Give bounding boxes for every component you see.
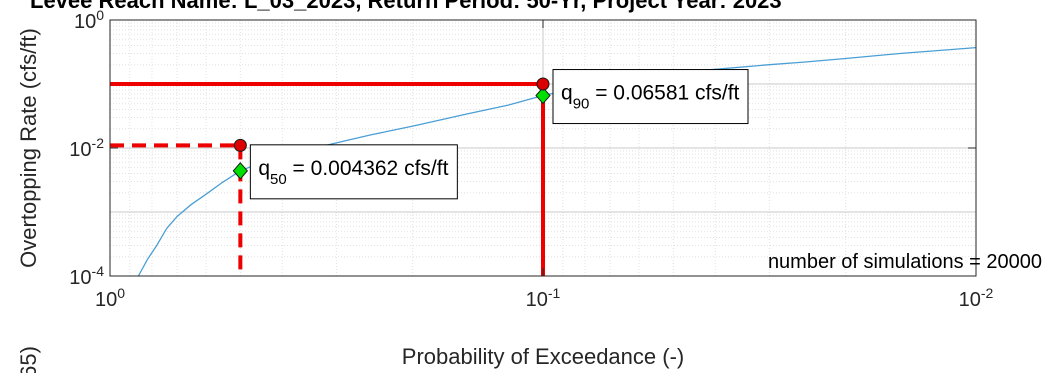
q90-design-marker: [536, 77, 550, 91]
q90-observed-marker: [535, 86, 551, 105]
q50-annotation-text: q50 = 0.004362 cfs/ft: [258, 157, 448, 188]
x-tick-label: 10-2: [959, 285, 994, 311]
q90-annotation-box: [552, 69, 749, 125]
stray-rotated-label: 65): [16, 346, 41, 373]
series-group: [137, 46, 976, 276]
q50-annotation: q50 = 0.004362 cfs/ft: [249, 144, 458, 200]
series-line-0: [137, 46, 976, 276]
y-axis-label: Overtopping Rate (cfs/ft): [16, 28, 41, 268]
q50-observed-marker: [232, 162, 249, 180]
y-tick-label: 100: [74, 7, 104, 33]
x-tick-label: 100: [95, 285, 125, 311]
reference-lines: [110, 82, 545, 276]
q50-annotation-box: [249, 144, 458, 200]
q90-annotation-text: q90 = 0.06581 cfs/ft: [561, 82, 740, 113]
x-axis-label: Probability of Exceedance (-): [402, 344, 684, 369]
y-tick-label: 10-4: [69, 263, 104, 289]
q90-annotation: q90 = 0.06581 cfs/ft: [552, 69, 749, 125]
annotations: q50 = 0.004362 cfs/ft q90 = 0.06581 cfs/f…: [249, 69, 749, 200]
ticks: 100 10-1 10-2 10-4 10-2 100: [69, 7, 993, 311]
simulation-count-note: number of simulations = 20000: [768, 251, 1042, 273]
y-tick-label: 10-2: [69, 135, 104, 161]
markers-group: [232, 77, 551, 180]
q50-design-marker: [233, 138, 247, 152]
x-tick-label: 10-1: [526, 285, 561, 311]
chart-title: Levee Reach Name: L_03_2023, Return Peri…: [30, 0, 782, 13]
